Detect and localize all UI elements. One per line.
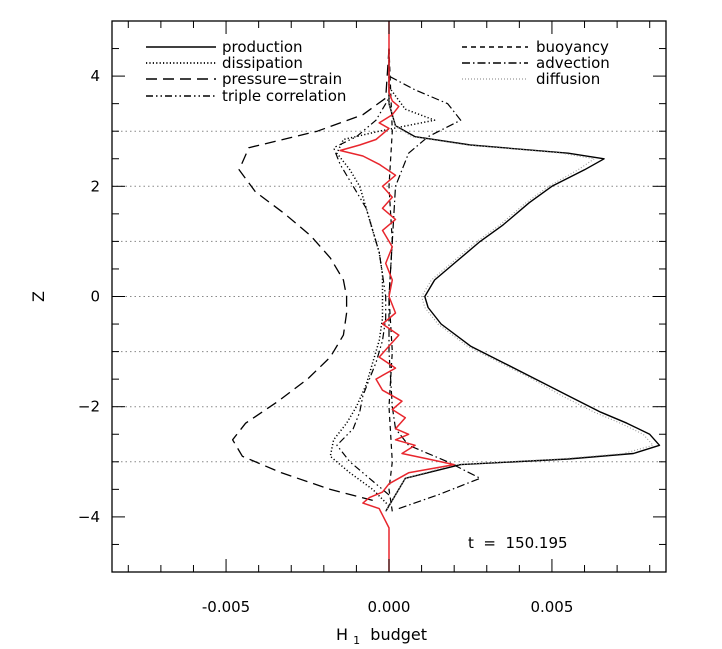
legend-label-advection: advection: [536, 54, 610, 72]
x-axis-label: H 1 budget: [336, 625, 427, 648]
x-tick-label: 0.005: [530, 598, 573, 616]
legend: productiondissipationpressure−straintrip…: [146, 38, 610, 105]
x-tick-label: -0.005: [202, 598, 250, 616]
legend-label-buoyancy: buoyancy: [536, 38, 609, 56]
y-tick-label: −4: [78, 508, 100, 526]
x-axis-label-main: H: [336, 625, 348, 644]
time-annotation: t = 150.195: [468, 534, 568, 552]
y-tick-label: −2: [78, 398, 100, 416]
legend-label-pressure-strain: pressure−strain: [222, 70, 342, 88]
series-line-advection: [388, 48, 481, 510]
series-line-red-7: [339, 21, 455, 572]
x-axis-label-suffix: budget: [365, 625, 427, 644]
axis-ticks: −4 −2 0 2 4 -0.005 0.000 0.005: [78, 20, 666, 616]
series-line-production: [385, 48, 661, 512]
legend-label-triple-correlation: triple correlation: [222, 87, 346, 105]
series-line-buoyancy: [388, 48, 393, 512]
y-tick-label: 2: [90, 177, 100, 195]
legend-label-diffusion: diffusion: [536, 70, 600, 88]
series-line-pressure-strain: [231, 48, 390, 502]
y-tick-label: 0: [90, 288, 100, 306]
series-line-triple-correlation: [333, 48, 390, 496]
series-line-diffusion: [385, 48, 654, 512]
legend-label-production: production: [222, 38, 303, 56]
legend-label-dissipation: dissipation: [222, 54, 303, 72]
series-lines: [231, 21, 661, 572]
y-tick-label: 4: [90, 67, 100, 85]
x-axis-label-subscript: 1: [353, 634, 360, 647]
y-axis-label: Z: [29, 291, 48, 302]
x-tick-label: 0.000: [368, 598, 411, 616]
